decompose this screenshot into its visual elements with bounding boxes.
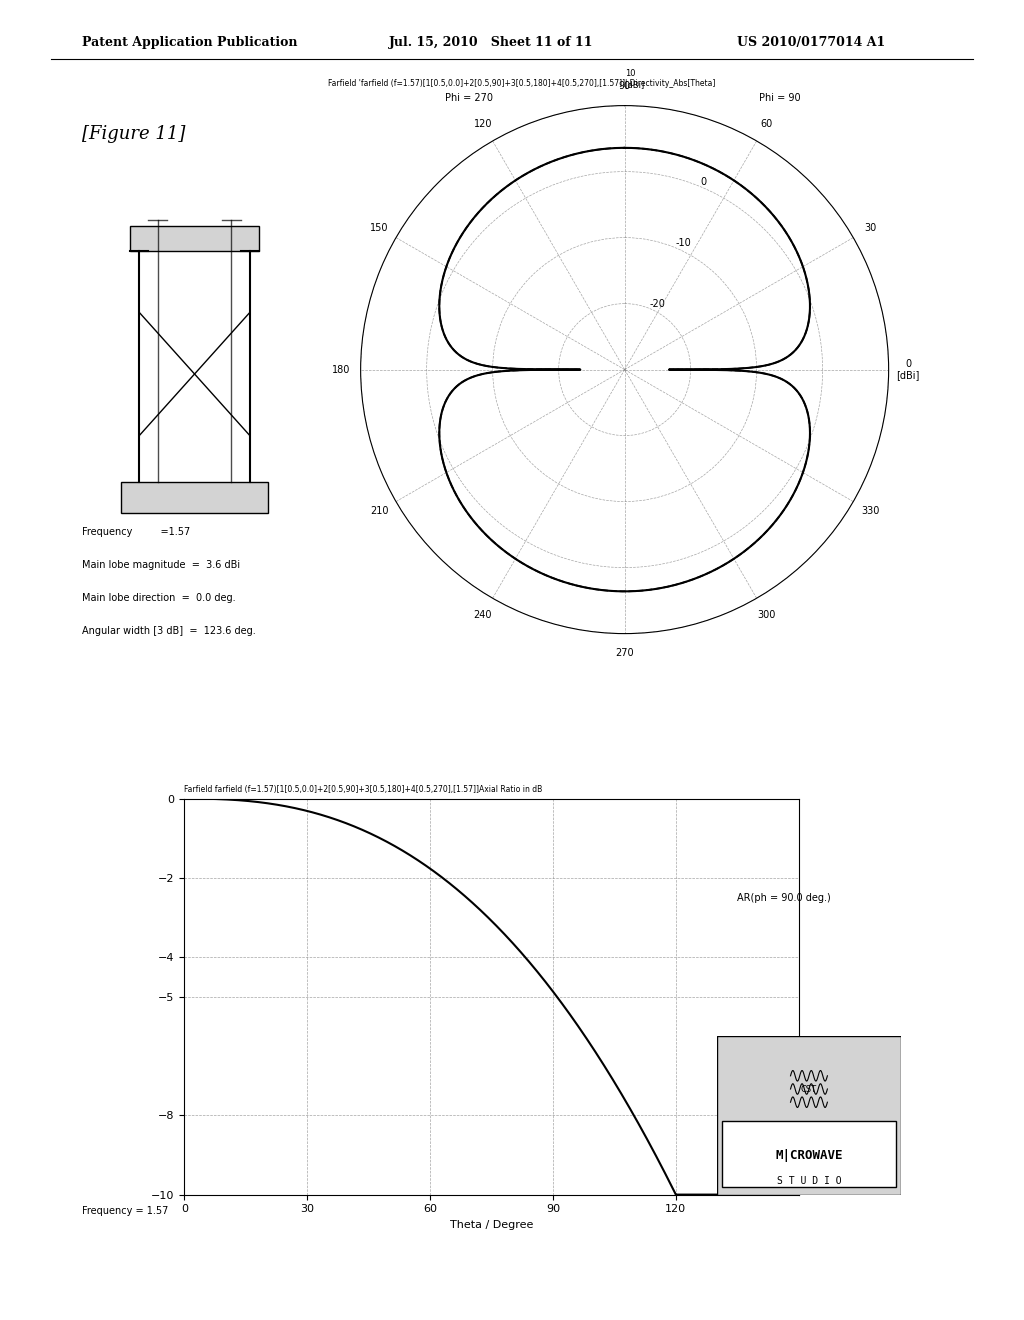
Text: Main lobe magnitude  =  3.6 dBi: Main lobe magnitude = 3.6 dBi [82,560,240,570]
Text: AR(ph = 90.0 deg.): AR(ph = 90.0 deg.) [737,892,831,903]
FancyBboxPatch shape [121,482,268,512]
Text: Jul. 15, 2010   Sheet 11 of 11: Jul. 15, 2010 Sheet 11 of 11 [389,36,594,49]
Text: Farfield 'farfield (f=1.57)[1[0.5,0.0]+2[0.5,90]+3[0.5,180]+4[0.5,270],[1.57]]' : Farfield 'farfield (f=1.57)[1[0.5,0.0]+2… [328,79,715,88]
Text: Main lobe direction  =  0.0 deg.: Main lobe direction = 0.0 deg. [82,593,236,603]
Text: 10
[dBi]: 10 [dBi] [625,70,645,88]
FancyBboxPatch shape [130,226,259,251]
Text: Patent Application Publication: Patent Application Publication [82,36,297,49]
X-axis label: Theta / Degree: Theta / Degree [450,1220,534,1230]
Text: Frequency = 1.57: Frequency = 1.57 [82,1206,168,1217]
Text: S T U D I O: S T U D I O [776,1176,842,1187]
Text: Phi = 90: Phi = 90 [759,92,801,103]
Text: Angular width [3 dB]  =  123.6 deg.: Angular width [3 dB] = 123.6 deg. [82,626,256,636]
Text: M|CROWAVE: M|CROWAVE [775,1148,843,1162]
Text: CST: CST [801,1085,817,1093]
Text: Farfield farfield (f=1.57)[1[0.5,0.0]+2[0.5,90]+3[0.5,180]+4[0.5,270],[1.57]]Axi: Farfield farfield (f=1.57)[1[0.5,0.0]+2[… [184,785,543,795]
Text: US 2010/0177014 A1: US 2010/0177014 A1 [737,36,886,49]
Text: Phi = 270: Phi = 270 [445,92,494,103]
Bar [722,1121,896,1187]
Text: Frequency         =1.57: Frequency =1.57 [82,527,190,537]
Text: [Figure 11]: [Figure 11] [82,124,185,143]
